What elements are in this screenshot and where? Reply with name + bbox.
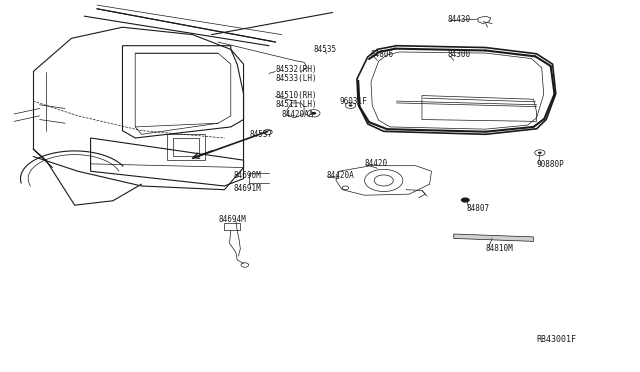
- Text: 90880P: 90880P: [537, 160, 564, 169]
- Circle shape: [349, 105, 353, 107]
- Text: 84420A: 84420A: [326, 171, 354, 180]
- Text: 96031F: 96031F: [339, 97, 367, 106]
- Text: 84533(LH): 84533(LH): [275, 74, 317, 83]
- Text: 84537: 84537: [250, 130, 273, 139]
- Text: 84807: 84807: [467, 203, 490, 213]
- Polygon shape: [454, 234, 534, 241]
- Circle shape: [461, 198, 470, 203]
- Text: 84510(RH): 84510(RH): [275, 91, 317, 100]
- Text: 84420AA: 84420AA: [282, 110, 314, 119]
- Text: 84300: 84300: [447, 51, 470, 60]
- Text: 84691M: 84691M: [234, 185, 261, 193]
- Text: 84535: 84535: [314, 45, 337, 54]
- Text: 84690M: 84690M: [234, 171, 261, 180]
- Text: 84511(LH): 84511(LH): [275, 100, 317, 109]
- Circle shape: [311, 112, 316, 115]
- Text: RB43001F: RB43001F: [537, 335, 577, 344]
- Text: 84532(RH): 84532(RH): [275, 65, 317, 74]
- Text: 84430: 84430: [447, 15, 470, 24]
- Circle shape: [538, 152, 541, 154]
- Text: 84694M: 84694M: [218, 215, 246, 224]
- Text: 84810M: 84810M: [486, 244, 513, 253]
- Text: 84420: 84420: [365, 159, 388, 169]
- Text: 84806: 84806: [371, 51, 394, 60]
